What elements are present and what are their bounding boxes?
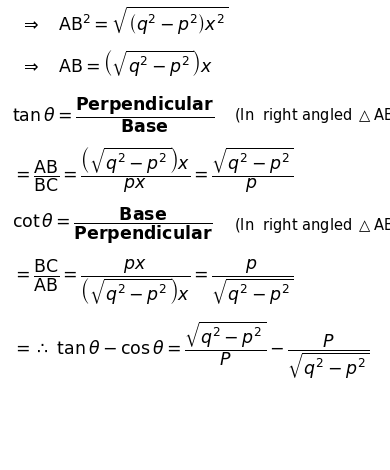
Text: (In  right angled $\triangle$ABC): (In right angled $\triangle$ABC) [234,106,390,125]
Text: (In  right angled $\triangle$ABC): (In right angled $\triangle$ABC) [234,216,390,235]
Text: $\Rightarrow \quad \mathrm{AB} = \left(\sqrt{q^2 - p^2}\right)x$: $\Rightarrow \quad \mathrm{AB} = \left(\… [20,48,212,78]
Text: $\Rightarrow \quad \mathrm{AB}^2 = \sqrt{\left(q^2 - p^2\right)x^2}$: $\Rightarrow \quad \mathrm{AB}^2 = \sqrt… [20,5,228,37]
Text: $\tan\theta = \dfrac{\mathbf{Perpendicular}}{\mathbf{Base}}$: $\tan\theta = \dfrac{\mathbf{Perpendicul… [12,95,214,135]
Text: $\cot\theta = \dfrac{\mathbf{Base}}{\mathbf{Perpendicular}}$: $\cot\theta = \dfrac{\mathbf{Base}}{\mat… [12,205,213,246]
Text: $= \dfrac{\mathrm{AB}}{\mathrm{BC}} = \dfrac{\left(\sqrt{q^2 - p^2}\right)x}{px}: $= \dfrac{\mathrm{AB}}{\mathrm{BC}} = \d… [12,145,293,195]
Text: $= \therefore\ \tan\theta - \cos\theta = \dfrac{\sqrt{q^2-p^2}}{P} - \dfrac{P}{\: $= \therefore\ \tan\theta - \cos\theta =… [12,319,369,381]
Text: $= \dfrac{\mathrm{BC}}{\mathrm{AB}} = \dfrac{px}{\left(\sqrt{q^2 - p^2}\right)x}: $= \dfrac{\mathrm{BC}}{\mathrm{AB}} = \d… [12,257,293,307]
